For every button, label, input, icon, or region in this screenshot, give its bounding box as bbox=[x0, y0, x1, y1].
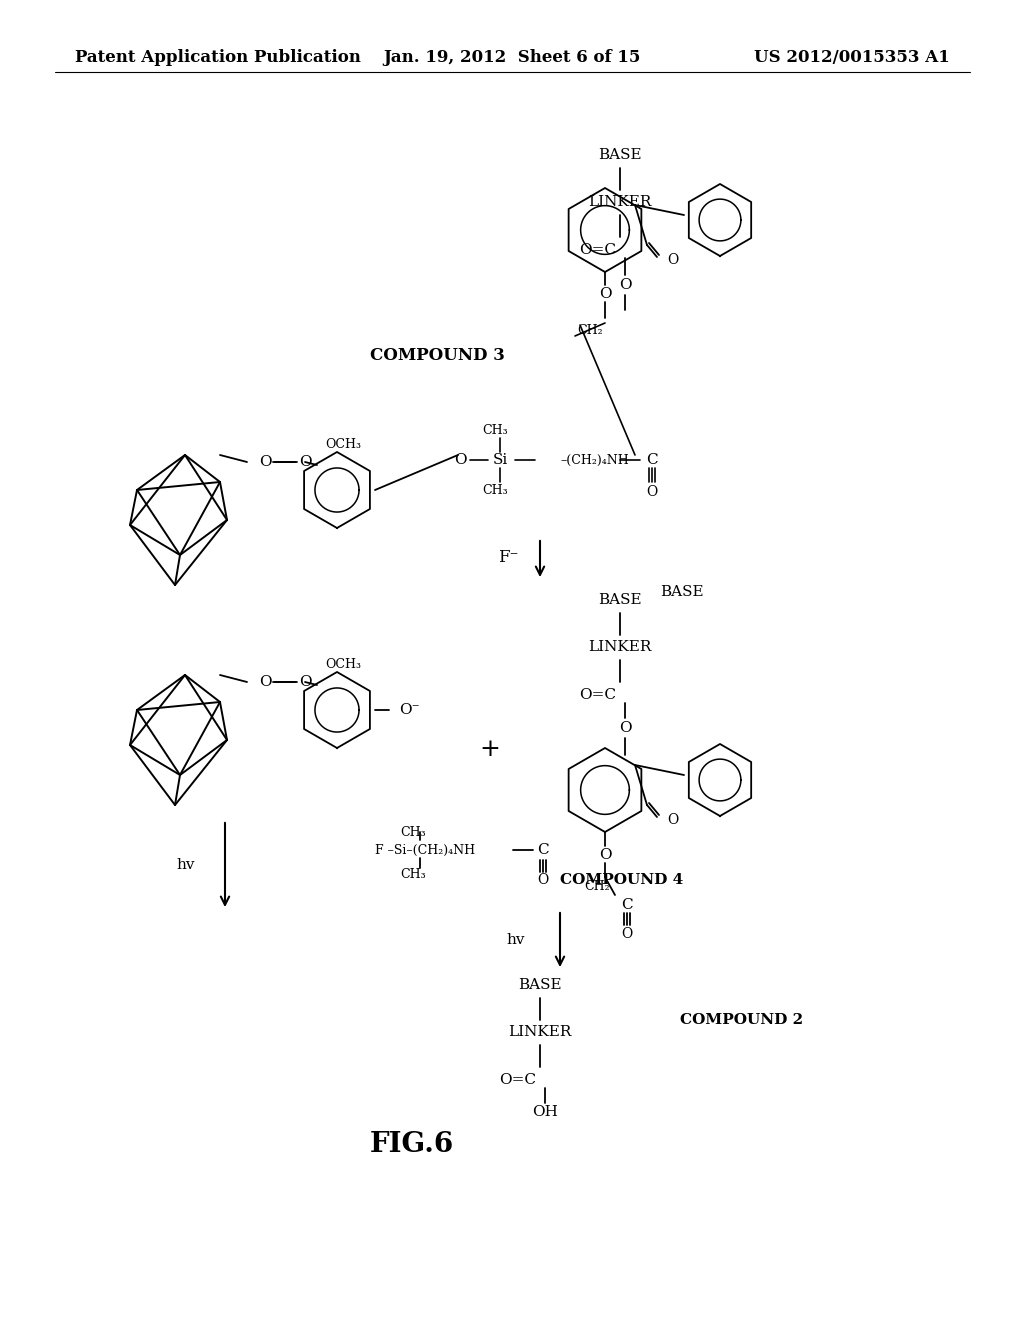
Text: O⁻: O⁻ bbox=[399, 704, 420, 717]
Text: OH: OH bbox=[532, 1105, 558, 1119]
Text: Patent Application Publication: Patent Application Publication bbox=[75, 49, 360, 66]
Text: CH₃: CH₃ bbox=[482, 424, 508, 437]
Text: COMPOUND 3: COMPOUND 3 bbox=[370, 346, 505, 363]
Text: O=C: O=C bbox=[580, 688, 616, 702]
Text: O: O bbox=[599, 847, 611, 862]
Text: Jan. 19, 2012  Sheet 6 of 15: Jan. 19, 2012 Sheet 6 of 15 bbox=[383, 49, 641, 66]
Text: O: O bbox=[454, 453, 466, 467]
Text: LINKER: LINKER bbox=[589, 195, 651, 209]
Text: COMPOUND 2: COMPOUND 2 bbox=[680, 1012, 803, 1027]
Text: F⁻: F⁻ bbox=[498, 549, 518, 566]
Text: COMPOUND 4: COMPOUND 4 bbox=[560, 873, 683, 887]
Text: O: O bbox=[259, 455, 271, 469]
Text: CH₂: CH₂ bbox=[584, 880, 610, 894]
Text: O=C: O=C bbox=[580, 243, 616, 257]
Text: C: C bbox=[538, 843, 549, 857]
Text: CH₃: CH₃ bbox=[400, 869, 426, 882]
Text: Si: Si bbox=[493, 453, 508, 467]
Text: O: O bbox=[618, 721, 632, 735]
Text: CH₂: CH₂ bbox=[578, 323, 603, 337]
Text: CH₃: CH₃ bbox=[482, 483, 508, 496]
Text: O: O bbox=[259, 675, 271, 689]
Text: LINKER: LINKER bbox=[589, 640, 651, 653]
Text: O: O bbox=[599, 286, 611, 301]
Text: FIG.6: FIG.6 bbox=[370, 1131, 455, 1159]
Text: C: C bbox=[622, 898, 633, 912]
Text: US 2012/0015353 A1: US 2012/0015353 A1 bbox=[755, 49, 950, 66]
Text: OCH₃: OCH₃ bbox=[325, 437, 361, 450]
Text: +: + bbox=[479, 738, 501, 762]
Text: BASE: BASE bbox=[518, 978, 562, 993]
Text: O: O bbox=[622, 927, 633, 941]
Text: O: O bbox=[618, 279, 632, 292]
Text: hv: hv bbox=[176, 858, 195, 873]
Text: O: O bbox=[646, 484, 657, 499]
Text: –(CH₂)₄NH: –(CH₂)₄NH bbox=[560, 454, 629, 466]
Text: hv: hv bbox=[507, 933, 525, 946]
Text: O: O bbox=[668, 813, 679, 828]
Text: O: O bbox=[668, 253, 679, 267]
Text: BASE: BASE bbox=[598, 148, 642, 162]
Text: CH₃: CH₃ bbox=[400, 825, 426, 838]
Text: O: O bbox=[538, 873, 549, 887]
Text: OCH₃: OCH₃ bbox=[325, 657, 361, 671]
Text: BASE: BASE bbox=[598, 593, 642, 607]
Text: O: O bbox=[299, 455, 311, 469]
Text: C: C bbox=[646, 453, 657, 467]
Text: LINKER: LINKER bbox=[508, 1026, 571, 1039]
Text: BASE: BASE bbox=[660, 585, 703, 599]
Text: F –Si–(CH₂)₄NH: F –Si–(CH₂)₄NH bbox=[375, 843, 475, 857]
Text: O=C: O=C bbox=[500, 1073, 537, 1086]
Text: O: O bbox=[299, 675, 311, 689]
